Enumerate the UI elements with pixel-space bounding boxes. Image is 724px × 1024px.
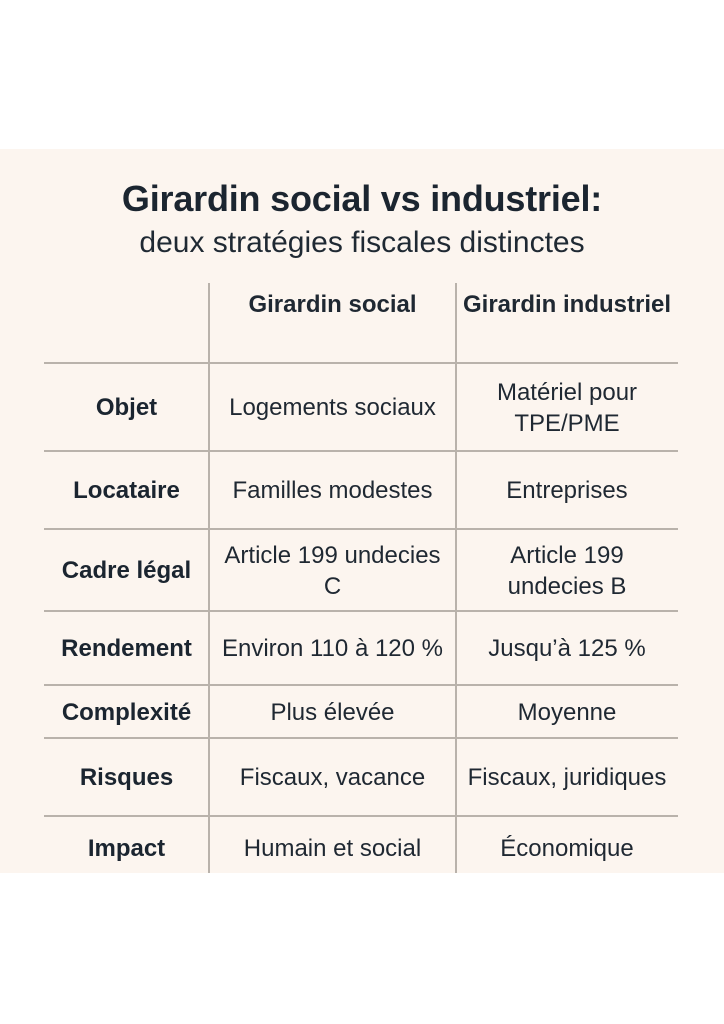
cell-social: Plus élevée [270, 698, 395, 726]
row-divider [44, 528, 678, 530]
cell-social: Article 199 undecies C [224, 541, 441, 600]
cell-industriel: Jusqu’à 125 % [488, 635, 646, 662]
row-label: Objet [95, 394, 158, 421]
table-row-cadre-legal: Cadre légal Article 199 undecies C Artic… [44, 530, 678, 611]
cell-social: Logements sociaux [229, 394, 436, 421]
header-empty-cell [44, 283, 209, 363]
row-label: Locataire [73, 477, 180, 504]
cell-industriel: Article 199 undecies B [507, 541, 627, 600]
row-label: Impact [87, 834, 166, 862]
row-divider [44, 450, 678, 452]
column-divider-1 [208, 283, 210, 873]
cell-industriel: Matériel pour TPE/PME [496, 378, 638, 437]
page-subtitle: deux stratégies fiscales distinctes [139, 226, 585, 259]
row-divider [44, 684, 678, 686]
cell-social: Humain et social [243, 834, 422, 862]
infographic-panel: Girardin social vs industriel: deux stra… [0, 149, 724, 873]
cell-social: Environ 110 à 120 % [221, 635, 444, 662]
row-label: Rendement [61, 635, 192, 662]
column-divider-2 [455, 283, 457, 873]
column-header-social: Girardin social [248, 291, 417, 318]
cell-industriel: Moyenne [517, 698, 617, 726]
table-row-objet: Objet Logements sociaux Matériel pour TP… [44, 364, 678, 451]
cell-social: Familles modestes [232, 477, 433, 504]
table-row-impact: Impact Humain et social Économique [44, 817, 678, 873]
page-title: Girardin social vs industriel: [121, 178, 603, 219]
cell-social: Fiscaux, vacance [239, 764, 426, 791]
row-divider [44, 815, 678, 817]
table-row-locataire: Locataire Familles modestes Entreprises [44, 452, 678, 529]
table-row-risques: Risques Fiscaux, vacance Fiscaux, juridi… [44, 739, 678, 816]
cell-industriel: Fiscaux, juridiques [467, 764, 667, 791]
table-header-row: Girardin social Girardin industriel [44, 283, 678, 363]
cell-industriel: Entreprises [506, 477, 628, 504]
row-divider [44, 737, 678, 739]
row-label: Complexité [61, 698, 192, 726]
table-row-rendement: Rendement Environ 110 à 120 % Jusqu’à 12… [44, 612, 678, 685]
row-label: Cadre légal [61, 557, 192, 584]
cell-industriel: Économique [500, 834, 634, 862]
column-header-industriel: Girardin industriel [462, 291, 672, 318]
row-divider [44, 362, 678, 364]
table-row-complexite: Complexité Plus élevée Moyenne [44, 686, 678, 738]
row-label: Risques [79, 764, 174, 791]
row-divider [44, 610, 678, 612]
